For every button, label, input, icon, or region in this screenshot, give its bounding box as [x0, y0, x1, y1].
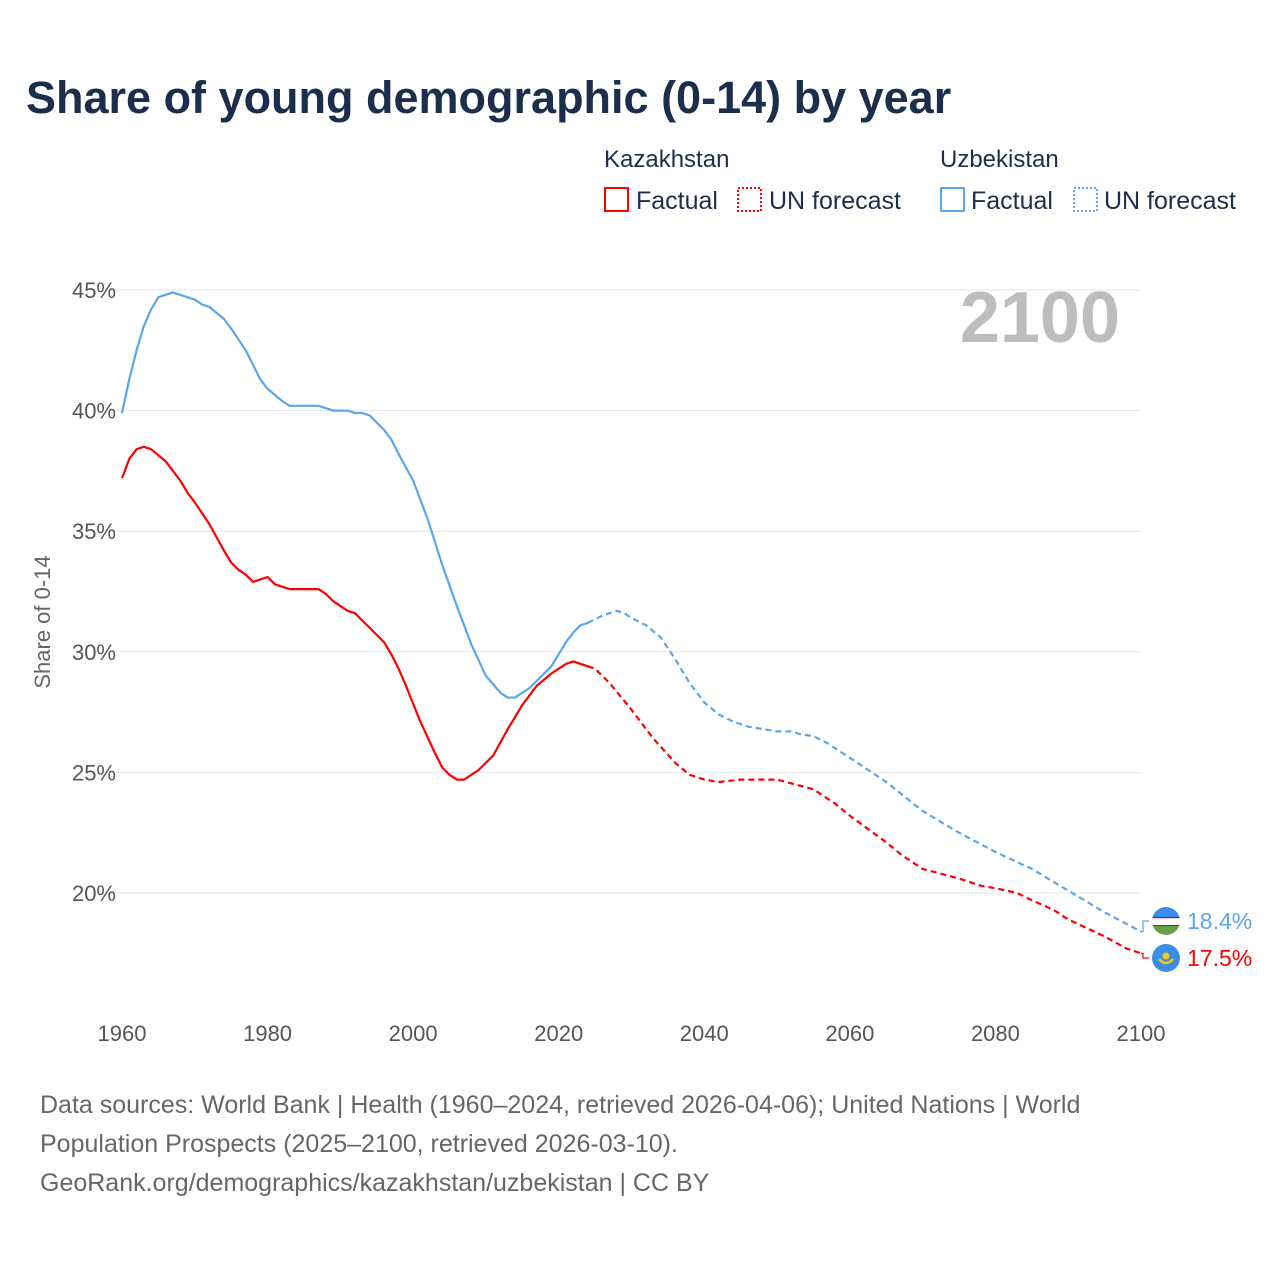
x-tick-label: 1960: [98, 1021, 147, 1046]
grid: [108, 289, 1141, 894]
legend-label-uz-forecast[interactable]: UN forecast: [1104, 187, 1236, 215]
end-label-uzbekistan: 18.4%: [1187, 908, 1252, 934]
legend-swatch-kz-factual[interactable]: [604, 187, 629, 212]
legend: Kazakhstan Factual UN forecast Uzbekista…: [604, 146, 1236, 215]
legend-swatch-kz-forecast[interactable]: [737, 187, 762, 212]
y-axis-label: Share of 0-14: [30, 555, 55, 688]
x-tick-label: 2000: [389, 1021, 438, 1046]
x-tick-label: 2080: [971, 1021, 1020, 1046]
line-kazakhstan-factual[interactable]: [120, 445, 589, 781]
end-connector: [1141, 952, 1149, 959]
y-tick-label: 35%: [72, 519, 116, 544]
x-tick-label: 2100: [1117, 1021, 1166, 1046]
line-uzbekistan-factual[interactable]: [120, 291, 589, 699]
legend-country-kazakhstan: Kazakhstan: [604, 146, 729, 173]
y-tick-label: 40%: [72, 399, 116, 424]
x-tick-label: 1980: [243, 1021, 292, 1046]
legend-swatch-uz-factual[interactable]: [940, 187, 965, 212]
source-link[interactable]: GeoRank.org/demographics/kazakhstan/uzbe…: [40, 1169, 710, 1197]
end-labels: 18.4% 17.5%: [1141, 907, 1252, 972]
legend-label-kz-factual[interactable]: Factual: [636, 187, 718, 215]
legend-country-uzbekistan: Uzbekistan: [940, 146, 1059, 173]
kazakhstan-flag-icon: [1152, 944, 1180, 972]
source-notes: Data sources: World Bank | Health (1960–…: [40, 1091, 1080, 1197]
end-label-kazakhstan: 17.5%: [1187, 945, 1252, 971]
end-connector: [1141, 920, 1149, 933]
y-tick-label: 25%: [72, 760, 116, 785]
y-tick-label: 30%: [72, 640, 116, 665]
y-axis-ticks: 20% 25% 30% 35% 40% 45%: [72, 278, 116, 906]
uzbekistan-flag-icon: [1152, 907, 1180, 935]
chart-title: Share of young demographic (0-14) by yea…: [26, 72, 951, 123]
legend-label-kz-forecast[interactable]: UN forecast: [769, 187, 901, 215]
source-line-1: Data sources: World Bank | Health (1960–…: [40, 1091, 1080, 1119]
source-line-2: Population Prospects (2025–2100, retriev…: [40, 1130, 678, 1158]
legend-label-uz-factual[interactable]: Factual: [971, 187, 1053, 215]
x-tick-label: 2060: [825, 1021, 874, 1046]
line-uzbekistan-forecast[interactable]: [587, 609, 1142, 933]
y-tick-label: 45%: [72, 278, 116, 303]
x-tick-label: 2040: [680, 1021, 729, 1046]
series-lines: [120, 291, 1142, 955]
line-kazakhstan-forecast[interactable]: [587, 665, 1142, 955]
year-label: 2100: [960, 278, 1120, 358]
y-tick-label: 20%: [72, 881, 116, 906]
x-axis-ticks: 1960 1980 2000 2020 2040 2060 2080 2100: [98, 1021, 1166, 1046]
x-tick-label: 2020: [534, 1021, 583, 1046]
legend-swatch-uz-forecast[interactable]: [1073, 187, 1098, 212]
